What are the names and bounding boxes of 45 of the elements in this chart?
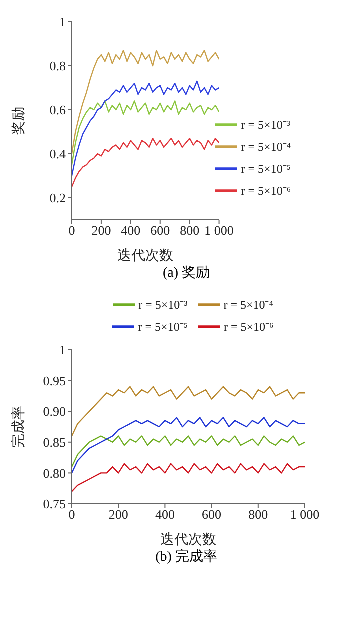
- x-tick-label: 800: [248, 507, 268, 522]
- legend-label: r = 5×10⁻⁶: [224, 320, 274, 334]
- legend-label: r = 5×10⁻⁴: [224, 298, 274, 312]
- legend-label: r = 5×10⁻⁶: [241, 184, 291, 198]
- y-tick-label: 0.6: [50, 102, 66, 118]
- x-tick-label: 1 000: [290, 507, 320, 522]
- y-tick-label: 1: [60, 342, 66, 358]
- line-series: [72, 417, 305, 474]
- x-tick-label: 200: [92, 223, 112, 238]
- y-tick-label: 0.75: [43, 496, 66, 512]
- legend-label: r = 5×10⁻⁵: [138, 320, 188, 334]
- line-series: [72, 100, 220, 166]
- x-tick-label: 1 000: [204, 223, 234, 238]
- x-tick-label: 600: [150, 223, 170, 238]
- line-series: [72, 80, 220, 177]
- x-tick-label: 200: [108, 507, 128, 522]
- text: (a) 奖励: [162, 264, 212, 282]
- x-tick-label: 600: [202, 507, 222, 522]
- line-series: [72, 386, 305, 437]
- x-tick-label: 800: [180, 223, 200, 238]
- legend-label: r = 5×10⁻⁵: [241, 162, 291, 176]
- y-tick-label: 0.80: [43, 466, 66, 481]
- line-series: [72, 50, 220, 155]
- y-tick-label: 0.90: [43, 404, 66, 420]
- text: (b) 完成率: [154, 548, 218, 566]
- y-tick-label: 0.8: [50, 58, 66, 74]
- line-series: [72, 436, 305, 468]
- line-series: [72, 463, 305, 492]
- x-tick-label: 400: [121, 223, 141, 238]
- line-series: [72, 138, 220, 188]
- y-tick-label: 0.4: [50, 146, 66, 162]
- legend-label: r = 5×10⁻³: [138, 298, 188, 312]
- y-tick-label: 0.2: [50, 190, 66, 206]
- x-tick-label: 0: [68, 223, 76, 238]
- legend-label: r = 5×10⁻³: [241, 118, 290, 132]
- legend-label: r = 5×10⁻⁴: [241, 140, 291, 154]
- y-axis-title: 完成率: [10, 406, 27, 448]
- x-axis-title: 迭代次数: [160, 532, 216, 548]
- x-axis-title: 迭代次数: [118, 248, 174, 264]
- x-tick-label: 400: [155, 507, 175, 522]
- y-axis-title: 奖励: [10, 107, 27, 135]
- x-tick-label: 0: [68, 507, 76, 522]
- y-tick-label: 1: [60, 14, 66, 30]
- y-tick-label: 0.85: [43, 435, 66, 450]
- y-tick-label: 0.95: [43, 373, 66, 388]
